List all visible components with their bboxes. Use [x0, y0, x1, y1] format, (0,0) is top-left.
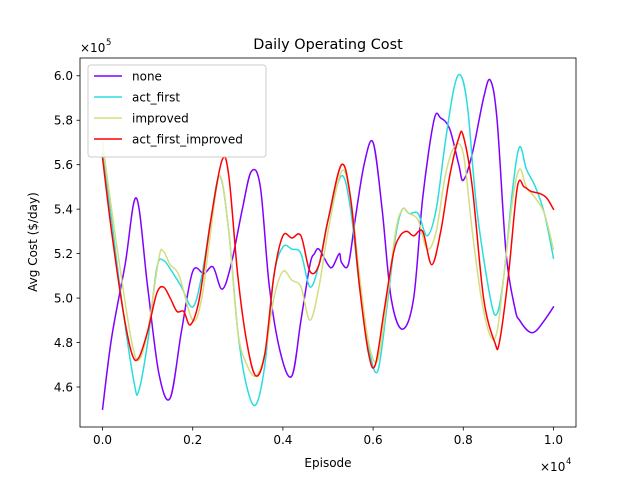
legend-entry: improved	[132, 111, 189, 125]
x-axis-label: Episode	[304, 456, 351, 470]
y-tick-label: 5.2	[54, 247, 73, 261]
legend-entry: none	[132, 69, 162, 83]
x-tick-label: 0.0	[93, 433, 112, 447]
x-tick-label: 1.0	[544, 433, 563, 447]
legend-box	[87, 64, 267, 158]
y-multiplier-exponent: 5	[106, 38, 111, 48]
x-tick-label: 0.2	[183, 433, 202, 447]
legend-entry: act_first	[132, 90, 180, 104]
series-line-none	[101, 78, 555, 411]
y-tick-label: 5.4	[54, 202, 73, 216]
series-line-act-first-improved	[101, 130, 555, 377]
x-multiplier-label: ×10	[540, 460, 565, 474]
y-axis-label: Avg Cost ($/day)	[26, 192, 40, 292]
plot-area	[101, 73, 555, 411]
x-multiplier: ×10 4	[540, 457, 571, 474]
x-tick-label: 0.6	[364, 433, 383, 447]
y-tick-label: 5.8	[54, 114, 73, 128]
y-tick-label: 5.6	[54, 158, 73, 172]
legend-entry: act_first_improved	[132, 132, 243, 146]
series-line-improved	[101, 141, 555, 377]
legend: none act_first improved act_first_improved	[87, 64, 267, 158]
axes: 0.0 0.2 0.4 0.6 0.8 1.0 4.6 4.8 5.0 5.2 5.4 5.6 5.8 6…	[54, 57, 577, 447]
y-tick-label: 5.0	[54, 291, 73, 305]
y-multiplier: ×10 5	[80, 38, 111, 55]
x-tick-label: 0.8	[454, 433, 473, 447]
x-multiplier-exponent: 4	[566, 457, 571, 467]
x-tick-label: 0.4	[273, 433, 292, 447]
y-tick-label: 4.6	[54, 380, 73, 394]
y-multiplier-label: ×10	[80, 41, 105, 55]
y-tick-label: 4.8	[54, 336, 73, 350]
plot-frame	[79, 57, 577, 428]
chart-title: Daily Operating Cost	[253, 37, 403, 53]
y-tick-label: 6.0	[54, 69, 73, 83]
